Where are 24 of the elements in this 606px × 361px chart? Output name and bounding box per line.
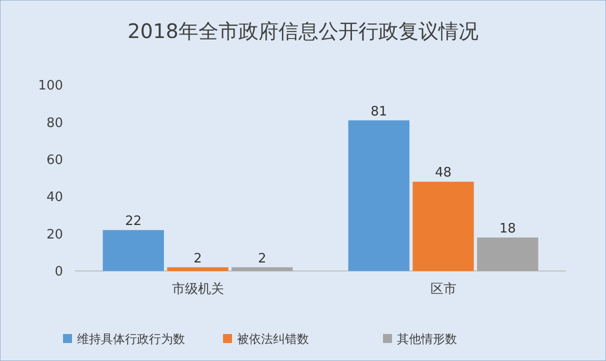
- y-tick-label: 100: [38, 78, 63, 94]
- legend-label: 维持具体行政行为数: [77, 332, 185, 346]
- chart-title: 2018年全市政府信息公开行政复议情况: [128, 19, 478, 43]
- legend-label: 被依法纠错数: [237, 332, 309, 346]
- data-label: 48: [434, 166, 452, 181]
- y-tick-label: 40: [46, 190, 63, 206]
- bar: [167, 267, 228, 271]
- bar: [348, 120, 410, 271]
- data-label: 18: [499, 222, 516, 237]
- data-label: 2: [194, 251, 202, 266]
- data-label: 81: [370, 104, 388, 120]
- y-tick-label: 60: [46, 152, 63, 168]
- y-tick-label: 20: [46, 227, 63, 242]
- x-tick-label: 市级机关: [172, 282, 224, 297]
- data-label: 22: [125, 214, 142, 230]
- data-label: 2: [258, 251, 266, 266]
- bar: [102, 230, 164, 271]
- y-tick-label: 0: [54, 264, 63, 280]
- bar: [232, 267, 293, 271]
- bar: [477, 238, 538, 271]
- x-tick-label: 区市: [430, 282, 456, 297]
- legend-label: 其他情形数: [397, 332, 457, 346]
- bar: [412, 182, 474, 271]
- y-tick-label: 80: [46, 116, 63, 131]
